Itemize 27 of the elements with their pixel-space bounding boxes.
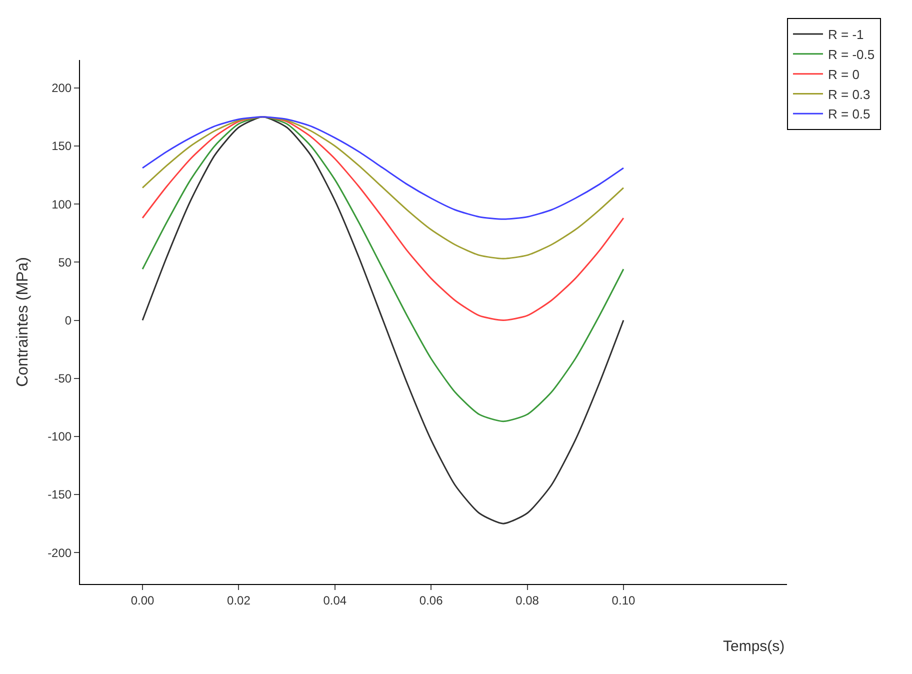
y-tick-label: 0 — [64, 313, 72, 328]
line-series — [142, 116, 624, 524]
y-tick-label: 50 — [58, 255, 72, 270]
x-tick-label: 0.04 — [323, 593, 347, 608]
y-tick-label: -150 — [48, 488, 72, 502]
y-tick-label: 150 — [52, 139, 72, 154]
y-axis-title: Contraintes (MPa) — [14, 257, 32, 387]
y-tick-label: 100 — [52, 197, 72, 212]
line-series — [142, 116, 624, 220]
legend-label: R = 0.3 — [828, 86, 870, 102]
y-tick-label: -200 — [48, 546, 72, 560]
y-tick-label: -100 — [48, 430, 72, 444]
legend-label: R = 0 — [828, 66, 860, 82]
legend-label: R = -1 — [828, 27, 864, 42]
line-series — [142, 116, 624, 322]
legend-label: R = -0.5 — [828, 47, 875, 62]
y-tick-label: 200 — [52, 81, 72, 96]
x-tick-label: 0.08 — [516, 593, 540, 608]
line-series — [142, 116, 624, 260]
legend-label: R = 0.5 — [828, 106, 870, 122]
x-tick-label: 0.02 — [227, 593, 251, 608]
line-series — [142, 116, 624, 422]
x-tick-label: 0.00 — [130, 593, 155, 608]
x-tick-label: 0.06 — [419, 593, 444, 608]
x-tick-label: 0.10 — [612, 593, 636, 608]
y-tick-label: -50 — [54, 372, 72, 386]
x-axis-title: Temps(s) — [723, 638, 785, 655]
